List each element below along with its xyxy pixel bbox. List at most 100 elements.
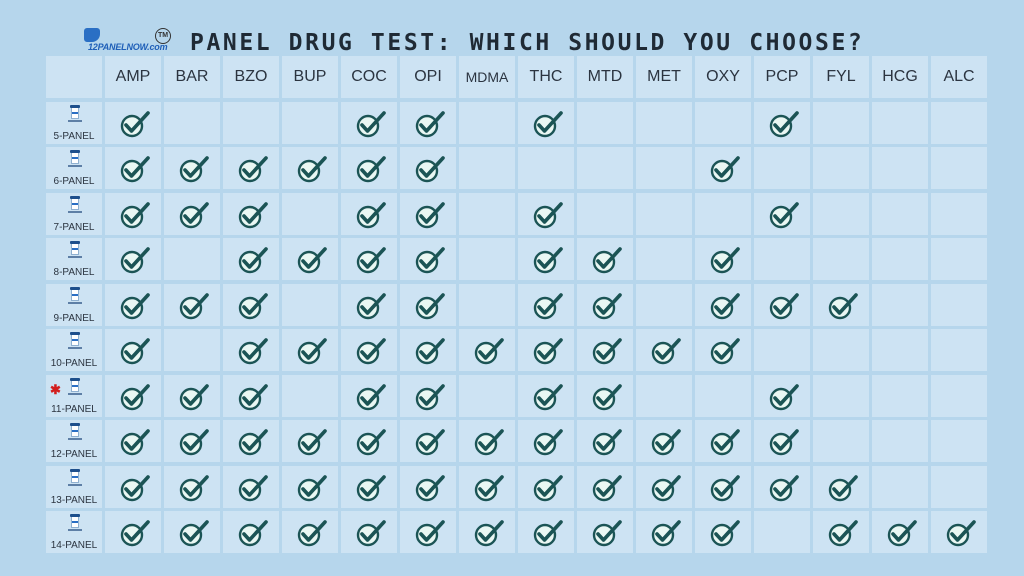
test-cup-band xyxy=(72,293,78,296)
table-cell-12-panel-oxy xyxy=(695,420,751,462)
test-cup-lid xyxy=(70,377,80,381)
table-cell-13-panel-fyl xyxy=(813,465,869,508)
check-circle-icon xyxy=(120,474,150,501)
table-cell-9-panel-bup xyxy=(282,283,338,326)
table-cell-10-panel-coc xyxy=(341,329,397,371)
table-cell-13-panel-opi xyxy=(400,465,456,508)
row-label-6-panel: 6-PANEL xyxy=(46,147,102,189)
check-circle-icon xyxy=(592,429,622,456)
check-circle-icon xyxy=(769,292,799,319)
table-cell-12-panel-opi xyxy=(400,420,456,462)
table-cell-9-panel-thc xyxy=(518,283,574,326)
check-circle-icon xyxy=(651,338,681,365)
table-cell-12-panel-coc xyxy=(341,420,397,462)
table-cell-8-panel-fyl xyxy=(813,238,869,280)
check-circle-icon xyxy=(238,292,268,319)
table-cell-8-panel-bzo xyxy=(223,238,279,280)
table-cell-7-panel-bzo xyxy=(223,192,279,235)
row-label-text: 10-PANEL xyxy=(50,358,98,369)
test-cup-lid xyxy=(70,195,80,199)
table-cell-6-panel-amp xyxy=(105,147,161,189)
table-cell-13-panel-pcp xyxy=(754,465,810,508)
check-circle-icon xyxy=(769,474,799,501)
row-label-14-panel: 14-PANEL xyxy=(46,511,102,553)
table-cell-10-panel-mtd xyxy=(577,329,633,371)
table-cell-10-panel-fyl xyxy=(813,329,869,371)
test-cup-lid xyxy=(70,332,80,335)
table-cell-7-panel-thc xyxy=(518,192,574,235)
test-cup-band xyxy=(72,157,78,159)
table-cell-7-panel-alc xyxy=(931,192,987,235)
table-cell-7-panel-fyl xyxy=(813,192,869,235)
check-circle-icon xyxy=(120,383,150,410)
table-cell-10-panel-met xyxy=(636,329,692,371)
check-circle-icon xyxy=(179,292,209,319)
table-cell-9-panel-coc xyxy=(341,283,397,326)
table-cell-14-panel-fyl xyxy=(813,511,869,553)
check-circle-icon xyxy=(356,292,386,319)
check-circle-icon xyxy=(356,338,386,365)
check-circle-icon xyxy=(592,383,622,410)
check-circle-icon xyxy=(297,474,327,501)
test-cup-base xyxy=(68,301,82,304)
check-circle-icon xyxy=(297,520,327,547)
table-cell-13-panel-mdma xyxy=(459,465,515,508)
table-cell-9-panel-hcg xyxy=(872,283,928,326)
check-circle-icon xyxy=(120,338,150,365)
table-cell-13-panel-met xyxy=(636,465,692,508)
check-circle-icon xyxy=(179,201,209,228)
table-cell-5-panel-bar xyxy=(164,101,220,144)
column-header-alc: ALC xyxy=(931,56,987,98)
check-circle-icon xyxy=(415,338,445,365)
table-cell-5-panel-alc xyxy=(931,101,987,144)
check-circle-icon xyxy=(828,474,858,501)
table-cell-10-panel-pcp xyxy=(754,329,810,371)
check-circle-icon xyxy=(356,383,386,410)
table-cell-10-panel-alc xyxy=(931,329,987,371)
test-cup-base xyxy=(68,210,82,213)
brand-logo: 12PANELNOW.com TM xyxy=(84,28,174,58)
table-cell-7-panel-amp xyxy=(105,192,161,235)
table-cell-6-panel-opi xyxy=(400,147,456,189)
table-cell-8-panel-mtd xyxy=(577,238,633,280)
check-circle-icon xyxy=(533,474,563,501)
check-circle-icon xyxy=(710,292,740,319)
column-header-coc: COC xyxy=(341,56,397,98)
check-circle-icon xyxy=(238,429,268,456)
check-circle-icon xyxy=(474,429,504,456)
test-cup-lid xyxy=(70,104,80,108)
table-cell-6-panel-hcg xyxy=(872,147,928,189)
column-header-met: MET xyxy=(636,56,692,98)
test-cup-band xyxy=(72,430,78,432)
table-cell-8-panel-coc xyxy=(341,238,397,280)
table-cell-11-panel-alc xyxy=(931,374,987,417)
check-circle-icon xyxy=(887,520,917,547)
table-cell-6-panel-bzo xyxy=(223,147,279,189)
row-label-9-panel: 9-PANEL xyxy=(46,283,102,326)
table-cell-11-panel-hcg xyxy=(872,374,928,417)
table-cell-8-panel-pcp xyxy=(754,238,810,280)
table-cell-6-panel-alc xyxy=(931,147,987,189)
table-cell-7-panel-pcp xyxy=(754,192,810,235)
table-cell-9-panel-bzo xyxy=(223,283,279,326)
table-cell-9-panel-mtd xyxy=(577,283,633,326)
table-cell-5-panel-thc xyxy=(518,101,574,144)
table-cell-11-panel-coc xyxy=(341,374,397,417)
check-circle-icon xyxy=(474,520,504,547)
check-circle-icon xyxy=(533,292,563,319)
check-circle-icon xyxy=(828,292,858,319)
check-circle-icon xyxy=(120,247,150,274)
table-cell-12-panel-hcg xyxy=(872,420,928,462)
table-cell-9-panel-amp xyxy=(105,283,161,326)
table-cell-7-panel-coc xyxy=(341,192,397,235)
table-cell-8-panel-met xyxy=(636,238,692,280)
table-cell-14-panel-alc xyxy=(931,511,987,553)
table-cell-14-panel-pcp xyxy=(754,511,810,553)
check-circle-icon xyxy=(179,156,209,183)
check-circle-icon xyxy=(533,338,563,365)
row-label-text: 12-PANEL xyxy=(50,449,98,460)
table-cell-8-panel-thc xyxy=(518,238,574,280)
table-cell-6-panel-bar xyxy=(164,147,220,189)
check-circle-icon xyxy=(415,110,445,137)
table-cell-8-panel-bar xyxy=(164,238,220,280)
